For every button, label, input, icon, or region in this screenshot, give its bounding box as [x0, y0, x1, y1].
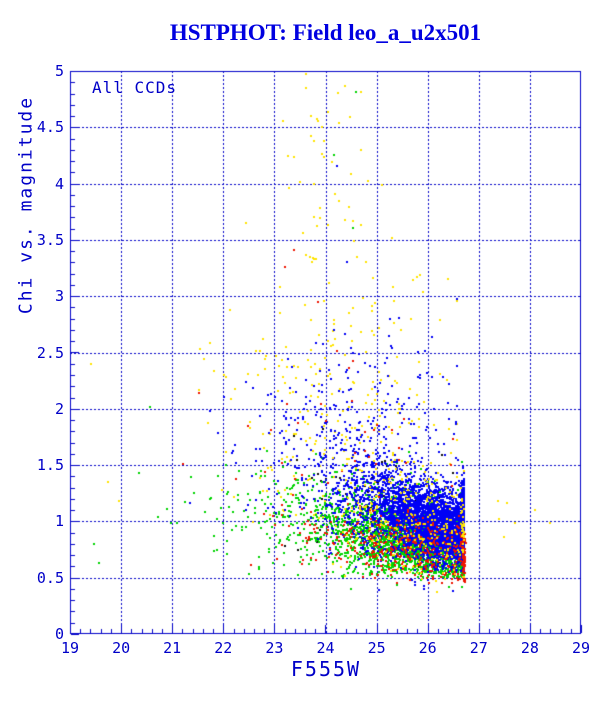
x-tick-label: 20 [112, 639, 131, 657]
x-tick-label: 26 [418, 639, 437, 657]
y-tick-label: 2 [54, 399, 64, 418]
x-tick-label: 19 [60, 639, 80, 657]
x-tick-label: 29 [571, 639, 591, 657]
y-tick-label: 3 [54, 287, 64, 306]
y-tick-label: 1 [54, 512, 64, 531]
y-tick-label: 0.5 [36, 568, 64, 587]
y-tick-label: 2.5 [36, 343, 64, 362]
y-tick-label: 4.5 [36, 118, 64, 137]
x-tick-label: 21 [163, 639, 182, 657]
y-tick-label: 5 [54, 62, 64, 80]
x-axis-label: F555W [290, 657, 362, 681]
x-tick-label: 24 [316, 639, 335, 657]
y-tick-label: 1.5 [36, 456, 64, 475]
y-tick-label: 0 [54, 625, 64, 643]
x-tick-label: 25 [367, 639, 386, 657]
ccd-annotation: All CCDs [92, 78, 178, 97]
x-tick-label: 22 [214, 639, 233, 657]
y-tick-label: 3.5 [36, 230, 64, 249]
y-tick-label: 4 [54, 174, 64, 193]
x-tick-label: 28 [520, 639, 539, 657]
x-tick-label: 27 [469, 639, 488, 657]
x-tick-label: 23 [265, 639, 284, 657]
